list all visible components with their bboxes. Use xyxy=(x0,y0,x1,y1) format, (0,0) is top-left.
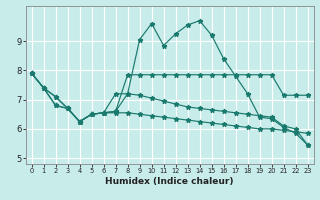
X-axis label: Humidex (Indice chaleur): Humidex (Indice chaleur) xyxy=(105,177,234,186)
